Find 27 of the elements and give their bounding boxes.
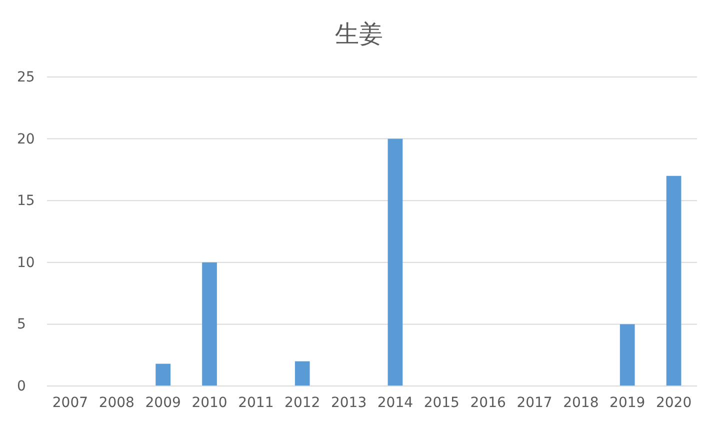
y-tick-label: 10 (17, 254, 35, 271)
bar (294, 361, 310, 386)
x-tick-label: 2010 (192, 395, 228, 412)
x-tick-label: 2011 (238, 395, 274, 412)
bar (666, 176, 682, 386)
x-tick-label: 2008 (98, 395, 134, 412)
x-tick-label: 2014 (377, 395, 414, 412)
x-tick-label: 2013 (330, 395, 367, 412)
x-tick-label: 2012 (284, 395, 320, 412)
x-tick-label: 2019 (610, 395, 646, 412)
x-tick-label: 2015 (424, 395, 460, 412)
x-tick-label: 2018 (563, 395, 599, 412)
x-tick-label: 2007 (52, 395, 88, 412)
x-tick-label: 2016 (470, 395, 506, 412)
bar (202, 262, 217, 386)
y-tick-label: 15 (17, 193, 35, 210)
x-tick-label: 2009 (145, 395, 181, 412)
y-tick-label: 20 (17, 131, 35, 148)
bar (620, 324, 635, 386)
y-tick-label: 0 (17, 378, 26, 394)
chart-title: 生姜 (335, 20, 383, 48)
x-tick-label: 2017 (516, 395, 552, 412)
x-tick-label: 2020 (656, 395, 692, 412)
bar (388, 138, 403, 386)
bar (156, 364, 170, 386)
y-tick-label: 25 (17, 69, 35, 86)
y-tick-label: 5 (17, 316, 26, 333)
